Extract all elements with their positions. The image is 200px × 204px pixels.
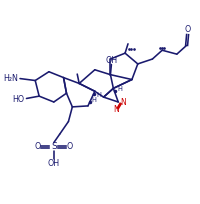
Text: N: N bbox=[120, 99, 126, 108]
Text: O: O bbox=[34, 142, 41, 151]
Text: O: O bbox=[67, 142, 73, 151]
Text: O: O bbox=[184, 25, 191, 34]
Text: H: H bbox=[117, 86, 122, 92]
Text: H: H bbox=[97, 92, 102, 98]
Text: H: H bbox=[91, 98, 96, 103]
Text: OH: OH bbox=[48, 159, 60, 168]
Text: H₂N: H₂N bbox=[3, 74, 18, 83]
Text: S: S bbox=[51, 142, 57, 151]
Text: OH: OH bbox=[105, 55, 117, 64]
Text: N: N bbox=[113, 105, 119, 114]
Text: HO: HO bbox=[12, 95, 24, 104]
